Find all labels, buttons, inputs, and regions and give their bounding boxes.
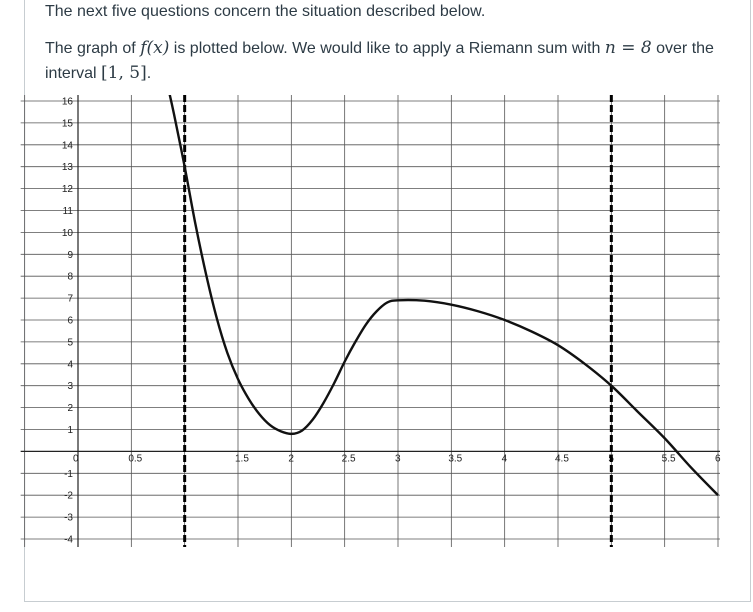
y-tick-label: 2	[67, 403, 73, 414]
y-tick-label: 16	[62, 97, 74, 108]
x-tick-label: 1.5	[235, 453, 249, 464]
x-tick-label: 6	[715, 453, 721, 464]
y-tick-label: -3	[64, 513, 73, 524]
y-tick-label: -2	[64, 491, 73, 502]
function-curve	[168, 95, 719, 497]
question-text: The graph of f(x) is plotted below. We w…	[45, 36, 735, 86]
question-text-after: over the interval	[45, 40, 714, 82]
y-tick-label: 9	[67, 250, 73, 261]
x-tick-label: 5.5	[662, 453, 676, 464]
y-tick-label: 5	[67, 337, 73, 348]
x-tick-label: 4	[502, 453, 508, 464]
x-tick-label: 0.5	[128, 453, 142, 464]
y-tick-label: 12	[62, 184, 74, 195]
y-tick-label: -4	[64, 535, 73, 546]
x-tick-label: 4.5	[555, 453, 569, 464]
y-tick-label: 13	[62, 162, 74, 173]
y-tick-label: 10	[62, 228, 74, 239]
question-text-middle: is plotted below. We would like to apply…	[173, 40, 601, 57]
x-tick-label: 2	[288, 453, 294, 464]
interval-value: [1, 5]	[101, 63, 147, 83]
intro-text: The next five questions concern the situ…	[45, 3, 486, 20]
x-tick-label: 3.5	[448, 453, 462, 464]
y-tick-label: 8	[67, 272, 73, 283]
period: .	[146, 65, 152, 82]
y-tick-label: 15	[62, 118, 74, 129]
y-tick-label: 11	[63, 206, 74, 217]
y-tick-label: 7	[67, 294, 73, 305]
n-equals: n = 8	[604, 38, 652, 58]
grid	[20, 95, 720, 547]
function-fx: f(x)	[140, 38, 170, 58]
question-text-before: The graph of	[45, 40, 136, 57]
curve-layer	[168, 95, 719, 497]
x-tick-label: 2.5	[342, 453, 356, 464]
y-tick-label: 1	[67, 425, 73, 436]
y-tick-label: 4	[67, 359, 73, 370]
y-tick-label: -1	[64, 469, 73, 480]
x-tick-label: 0	[73, 453, 79, 464]
y-tick-label: 14	[62, 140, 74, 151]
x-tick-label: 3	[395, 453, 401, 464]
y-tick-label: 6	[67, 316, 73, 327]
y-tick-label: 3	[67, 381, 73, 392]
